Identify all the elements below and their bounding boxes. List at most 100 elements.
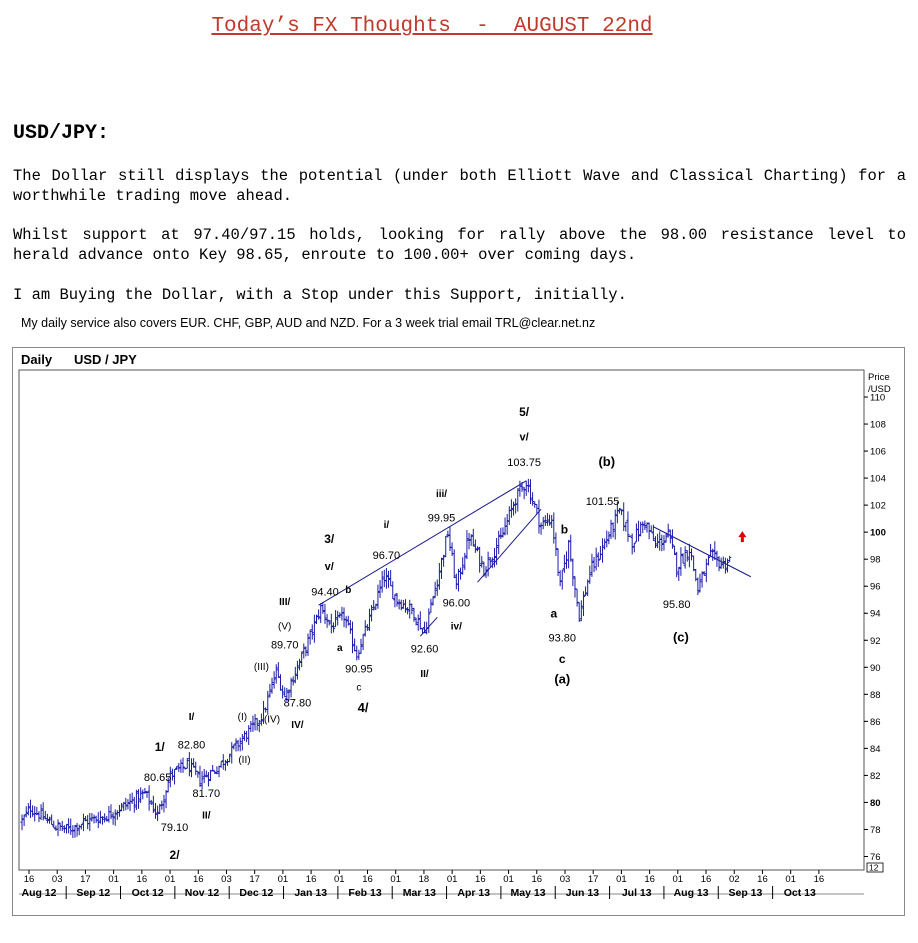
x-tick-label: 16	[644, 874, 655, 885]
wave-annotation: v/	[520, 431, 529, 443]
plot-area	[18, 369, 865, 871]
wave-annotation: I/	[189, 712, 195, 723]
x-tick-label: 18	[419, 874, 430, 885]
wave-annotation: (II)	[238, 755, 250, 766]
wave-annotation: 96.70	[373, 550, 401, 562]
wave-annotation: 4/	[358, 700, 369, 715]
wave-annotation: a	[550, 606, 557, 620]
x-month-label: Nov 12	[185, 887, 220, 899]
buy-arrow-head	[738, 531, 747, 538]
y-tick-label: 88	[870, 690, 881, 701]
wave-annotation: 93.80	[548, 633, 576, 645]
x-month-label: Oct 13	[784, 887, 816, 899]
y-tick-label: 108	[870, 420, 886, 431]
price-chart: 5/v/103.75 (b) 101.55 iii/99.95 b i/96.70 3/v/…	[12, 347, 905, 916]
chart-symbol-label: USD / JPY	[74, 352, 137, 367]
chart-period-label: Daily	[21, 352, 53, 367]
buy-signal-arrow	[738, 531, 747, 543]
wave-annotation: i/	[384, 520, 390, 531]
wave-annotation: III/	[279, 597, 290, 608]
y-corner-box	[866, 862, 884, 873]
y-tick-label: 102	[870, 501, 886, 512]
analysis-paragraph-1: The Dollar still displays the potential …	[13, 167, 906, 205]
y-tick-label: 86	[870, 717, 881, 728]
trendline	[653, 526, 752, 578]
x-month-label: Oct 12	[132, 887, 164, 899]
y-tick-label: 78	[870, 825, 881, 836]
x-tick-label: 16	[306, 874, 317, 885]
wave-annotation: 94.40	[311, 587, 339, 599]
wave-annotation: (III)	[254, 662, 269, 673]
x-tick-label: 16	[531, 874, 542, 885]
analysis-paragraph-2: Whilst support at 97.40/97.15 holds, loo…	[13, 226, 906, 264]
x-tick-label: 02	[729, 874, 740, 885]
y-tick-label: 100	[870, 528, 886, 539]
section-heading: USD/JPY:	[13, 122, 110, 145]
wave-annotation: 87.80	[284, 697, 312, 709]
chart-canvas: 5/v/103.75 (b) 101.55 iii/99.95 b i/96.70 3/v/…	[18, 352, 891, 899]
x-tick-label: 03	[52, 874, 63, 885]
wave-annotation: 101.55	[586, 496, 620, 508]
wave-annotation: 89.70	[271, 639, 299, 651]
wave-annotation: iv/	[451, 621, 462, 632]
y-tick-label: 84	[870, 744, 881, 755]
wave-annotation: 81.70	[193, 788, 221, 800]
wave-annotation: 2/	[170, 848, 181, 862]
wave-annotation: (b)	[598, 454, 615, 469]
wave-annotation: (IV)	[264, 715, 280, 726]
x-month-label: Jul 13	[622, 887, 652, 899]
y-tick-label: 92	[870, 636, 881, 647]
wave-annotation: (a)	[554, 672, 570, 687]
wave-annotation: 92.60	[411, 643, 439, 655]
wave-annotation: 82.80	[178, 739, 206, 751]
x-tick-label: 17	[588, 874, 599, 885]
wave-annotation: v/	[325, 561, 334, 573]
y-corner-label: 12	[869, 863, 879, 873]
wave-annotation: 79.10	[161, 822, 189, 834]
x-tick-label: 03	[560, 874, 571, 885]
x-tick-label: 16	[475, 874, 486, 885]
page-title: Today’s FX Thoughts - AUGUST 22nd	[211, 15, 653, 38]
wave-annotation: b	[561, 523, 568, 537]
x-tick-label: 01	[278, 874, 289, 885]
y-tick-label: 94	[870, 609, 881, 620]
x-tick-label: 16	[193, 874, 204, 885]
x-month-label: Jan 13	[294, 887, 327, 899]
y-tick-label: 104	[870, 474, 886, 485]
wave-annotation: 103.75	[507, 457, 541, 469]
service-note: My daily service also covers EUR. CHF, G…	[21, 316, 596, 330]
wave-annotation: II/	[202, 811, 211, 822]
x-month-label: Aug 12	[21, 887, 56, 899]
x-tick-label: 01	[390, 874, 401, 885]
wave-annotation: 96.00	[443, 597, 471, 609]
x-month-label: Sep 12	[76, 887, 110, 899]
x-month-label: Mar 13	[403, 887, 436, 899]
x-tick-label: 16	[362, 874, 373, 885]
x-month-label: Aug 13	[674, 887, 709, 899]
x-tick-label: 16	[757, 874, 768, 885]
wave-annotation: (V)	[278, 621, 291, 632]
wave-annotation: 5/	[519, 405, 530, 419]
x-month-label: May 13	[511, 887, 546, 899]
x-tick-label: 01	[503, 874, 514, 885]
y-tick-label: 96	[870, 582, 881, 593]
x-tick-label: 16	[137, 874, 148, 885]
wave-annotation: a	[337, 643, 343, 654]
y-tick-label: 110	[870, 393, 885, 404]
x-tick-label: 01	[334, 874, 345, 885]
x-month-label: Apr 13	[457, 887, 490, 899]
wave-annotation: II/	[420, 669, 429, 680]
wave-annotation: c	[559, 652, 566, 666]
wave-annotation: b	[345, 585, 351, 596]
x-tick-label: 01	[447, 874, 458, 885]
x-tick-label: 16	[814, 874, 825, 885]
x-month-label: Dec 12	[239, 887, 273, 899]
wave-annotation: (c)	[673, 630, 689, 645]
wave-annotation: c	[356, 682, 361, 693]
price-axis-title-2: /USD	[868, 384, 891, 395]
x-tick-label: 16	[24, 874, 35, 885]
x-month-label: Sep 13	[729, 887, 763, 899]
trendline	[318, 480, 527, 606]
price-axis-title-1: Price	[868, 372, 890, 383]
x-tick-label: 01	[165, 874, 176, 885]
